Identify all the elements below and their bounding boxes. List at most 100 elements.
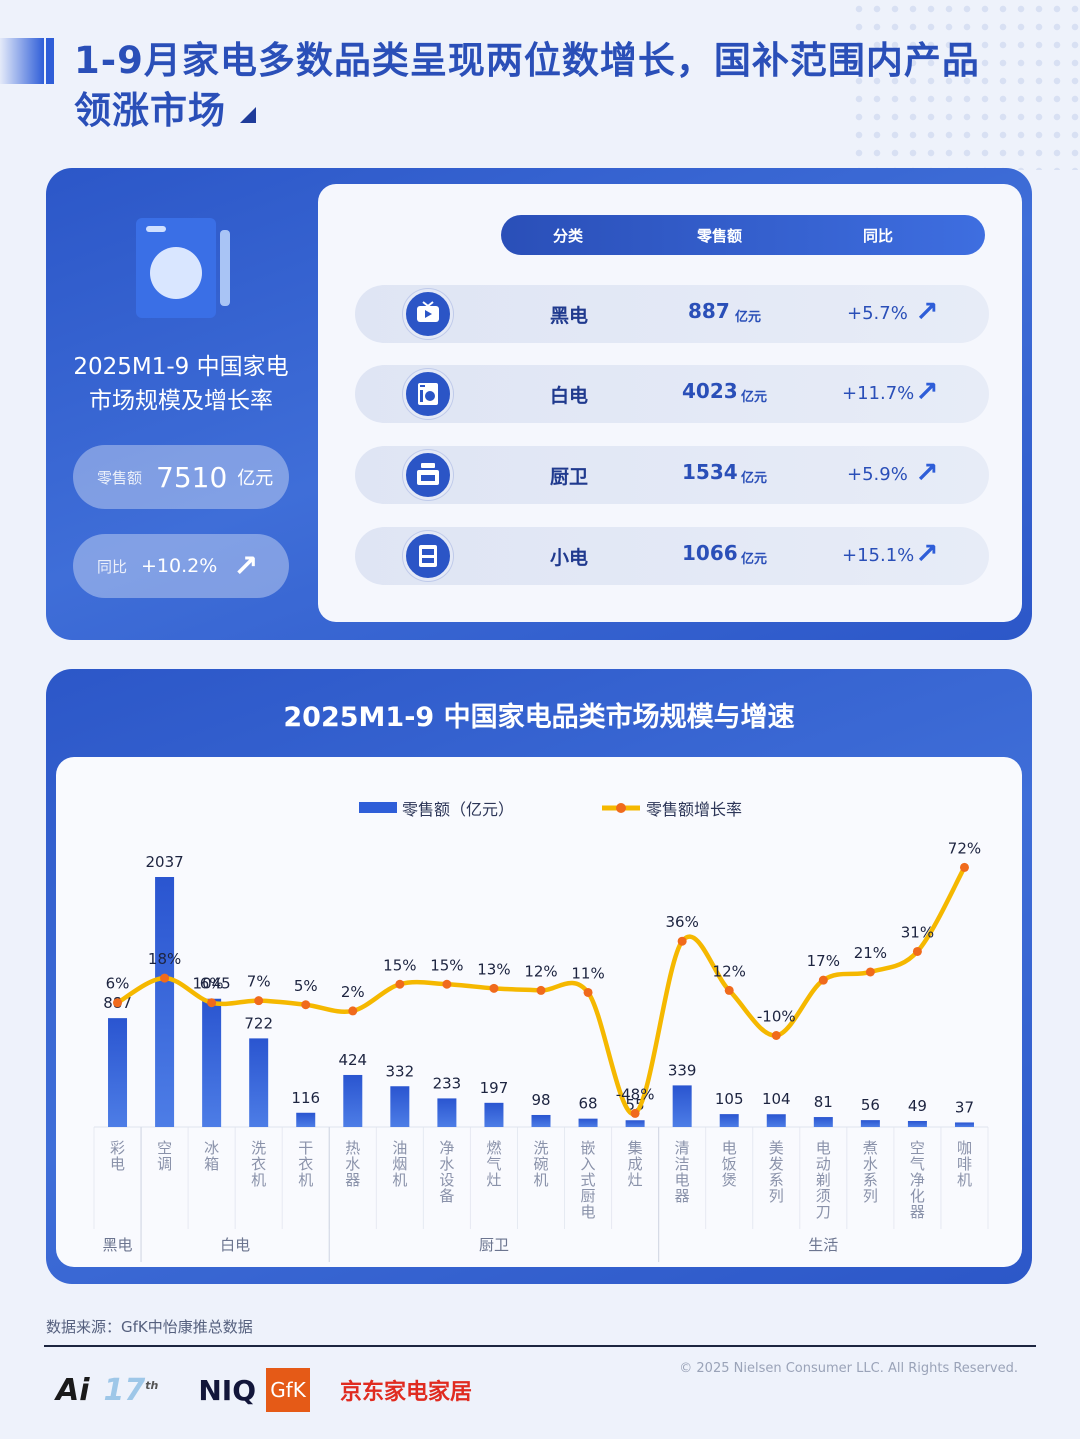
growth-rate-point: [442, 980, 451, 989]
growth-rate-label: 72%: [948, 839, 981, 857]
washing-machine-icon: [403, 369, 453, 419]
growth-rate-label: 7%: [247, 973, 271, 991]
category-tick-label: 机: [533, 1171, 548, 1189]
legend-label: 零售额（亿元）: [402, 800, 514, 819]
table-row: 厨卫 1534 亿元 +5.9% ↗: [355, 446, 989, 504]
category-tick-label: 机: [251, 1171, 266, 1189]
footer-divider: [44, 1345, 1036, 1347]
bar: [720, 1114, 739, 1127]
page-title: 1-9月家电多数品类呈现两位数增长，国补范围内产品领涨市场: [74, 36, 994, 136]
footer-logos: Ai 17th NIQ GfK 京东家电家居: [56, 1370, 472, 1410]
row-category: 厨卫: [550, 462, 588, 489]
bar: [296, 1113, 315, 1127]
niq-logo: NIQ: [198, 1374, 256, 1407]
growth-rate-point: [584, 988, 593, 997]
growth-rate-point: [725, 986, 734, 995]
growth-rate-point: [819, 976, 828, 985]
row-unit: 亿元: [741, 548, 767, 567]
growth-rate-point: [631, 1109, 640, 1118]
arrow-up-right-icon: ↗: [915, 375, 938, 408]
legend-line-marker: [616, 803, 626, 813]
title-accent-bar: [0, 38, 44, 84]
row-yoy: +11.7%: [842, 383, 914, 404]
bar-value-label: 68: [579, 1095, 598, 1113]
header-category: 分类: [553, 225, 583, 246]
row-category: 小电: [550, 543, 588, 570]
bar-value-label: 339: [668, 1061, 697, 1079]
table-header: 分类 零售额 同比: [501, 215, 985, 255]
bar-value-label: 98: [531, 1091, 550, 1109]
bar: [437, 1098, 456, 1127]
growth-rate-point: [207, 998, 216, 1007]
row-amount: 887: [688, 299, 730, 323]
row-unit: 亿元: [741, 386, 767, 405]
category-table: 分类 零售额 同比 黑电 887 亿元 +5.7% ↗ 白电 4023 亿元 +…: [318, 184, 1022, 622]
row-amount: 1066: [682, 541, 738, 565]
category-tick-label: 机: [957, 1171, 972, 1189]
category-tick-label: 电: [581, 1203, 596, 1221]
summary-title-line2: 市场规模及增长率: [46, 384, 316, 418]
sales-value: 7510: [156, 461, 227, 494]
growth-rate-point: [960, 863, 969, 872]
growth-rate-label: 31%: [901, 923, 934, 941]
group-label: 厨卫: [479, 1236, 509, 1254]
growth-rate-point: [866, 967, 875, 976]
anniversary-number: 17: [104, 1373, 146, 1408]
bar: [579, 1119, 598, 1127]
legend-bar-swatch: [359, 802, 397, 813]
combo-chart: 零售额（亿元）零售额增长率黑电白电厨卫生活8872037104572211642…: [56, 757, 1022, 1267]
category-tick-label: 列: [863, 1187, 878, 1205]
total-yoy-pill: 同比 +10.2% ↗: [73, 534, 289, 598]
growth-rate-point: [301, 1000, 310, 1009]
growth-rate-point: [254, 996, 263, 1005]
growth-rate-point: [913, 947, 922, 956]
bar: [673, 1085, 692, 1127]
bar-value-label: 233: [433, 1074, 462, 1092]
growth-rate-label: 5%: [294, 977, 318, 995]
category-tick-label: 机: [392, 1171, 407, 1189]
growth-rate-point: [160, 974, 169, 983]
row-category: 白电: [550, 381, 588, 408]
bar: [908, 1121, 927, 1127]
bar-value-label: 2037: [145, 853, 183, 871]
market-summary-panel: 2025M1-9 中国家电 市场规模及增长率 零售额 7510 亿元 同比 +1…: [46, 168, 1032, 640]
category-tick-label: 器: [345, 1171, 360, 1189]
anniversary-suffix: th: [145, 1379, 158, 1392]
row-yoy: +15.1%: [842, 545, 914, 566]
row-amount: 4023: [682, 379, 738, 403]
bar-value-label: 332: [386, 1062, 415, 1080]
growth-rate-label: 21%: [854, 944, 887, 962]
title-accent-bar-solid: [46, 38, 54, 84]
growth-rate-point: [537, 986, 546, 995]
growth-rate-label: -10%: [757, 1008, 796, 1026]
gfk-logo: GfK: [266, 1368, 310, 1412]
sales-unit: 亿元: [237, 464, 273, 490]
bar: [955, 1122, 974, 1127]
chart-card: 零售额（亿元）零售额增长率黑电白电厨卫生活8872037104572211642…: [56, 757, 1022, 1267]
bar-value-label: 104: [762, 1090, 791, 1108]
bar-value-label: 56: [861, 1096, 880, 1114]
bar-value-label: 722: [244, 1014, 273, 1032]
bar-value-label: 49: [908, 1097, 927, 1115]
growth-rate-label: 11%: [571, 964, 604, 982]
category-tick-label: 调: [157, 1155, 172, 1173]
group-label: 白电: [220, 1236, 250, 1254]
growth-rate-point: [678, 937, 687, 946]
row-category: 黑电: [550, 301, 588, 328]
growth-rate-label: 6%: [106, 975, 130, 993]
growth-rate-point: [489, 984, 498, 993]
summary-section: 2025M1-9 中国家电 市场规模及增长率 零售额 7510 亿元 同比 +1…: [46, 168, 316, 640]
category-tick-label: 备: [439, 1187, 454, 1205]
growth-rate-label: 18%: [148, 950, 181, 968]
bar: [202, 999, 221, 1127]
summary-title-line1: 2025M1-9 中国家电: [46, 350, 316, 384]
growth-rate-point: [395, 980, 404, 989]
bar-value-label: 37: [955, 1098, 974, 1116]
growth-rate-point: [348, 1006, 357, 1015]
row-unit: 亿元: [741, 467, 767, 486]
data-source: 数据来源：GfK中怡康推总数据: [46, 1316, 253, 1337]
corner-triangle-icon: [240, 107, 256, 123]
category-tick-label: 电: [110, 1155, 125, 1173]
category-tick-label: 列: [769, 1187, 784, 1205]
table-row: 白电 4023 亿元 +11.7% ↗: [355, 365, 989, 423]
